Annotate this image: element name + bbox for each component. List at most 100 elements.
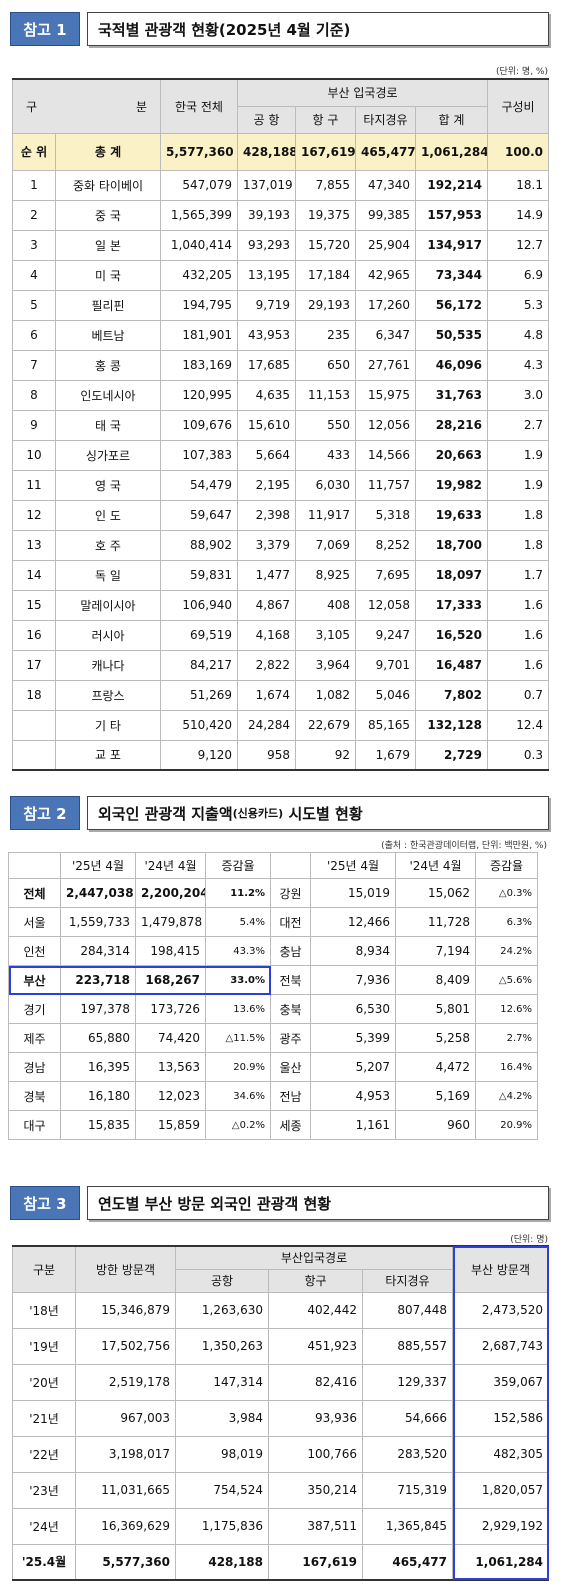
table-row: 12 인 도 59,647 2,398 11,917 5,318 19,633 1.8 — [12, 499, 549, 531]
table-cell: 65,880 — [60, 1023, 136, 1053]
table-cell: 715,319 — [362, 1471, 453, 1509]
table-cell: 359,067 — [452, 1363, 549, 1401]
table-row: 11 영 국 54,479 2,195 6,030 11,757 19,982 1.9 — [12, 469, 549, 501]
table-row: '20년 2,519,178 147,314 82,416 129,337 359,067 — [12, 1363, 549, 1401]
table-row: '19년 17,502,756 1,350,263 451,923 885,557 2,6… — [12, 1327, 549, 1365]
table-cell: 54,479 — [160, 469, 238, 501]
table-cell: 432,205 — [160, 259, 238, 291]
table-cell: 7,802 — [415, 679, 488, 711]
table-cell: 9,719 — [237, 289, 296, 321]
table-cell: 2,200,204 — [135, 878, 206, 908]
table-cell: 베트남 — [55, 319, 161, 351]
table-cell: 134,917 — [415, 229, 488, 261]
unit-note: (단위: 명) — [510, 1235, 548, 1245]
table-cell: △5.6% — [475, 965, 538, 995]
table-cell: '24년 — [12, 1507, 76, 1545]
table-cell: 99,385 — [355, 199, 416, 231]
table-cell: 15,019 — [310, 878, 396, 908]
table-cell: 1,082 — [295, 679, 356, 711]
table-cell: 960 — [395, 1110, 476, 1140]
table-row: 8 인도네시아 120,995 4,635 11,153 15,975 31,763 3.0 — [12, 379, 549, 411]
table-cell: 7,855 — [295, 169, 356, 201]
table-cell: 2.7% — [475, 1023, 538, 1053]
table-cell: 울산 — [270, 1052, 311, 1082]
table-cell: 20.9% — [205, 1052, 271, 1082]
table-cell: 754,524 — [175, 1471, 269, 1509]
table-cell: 482,305 — [452, 1435, 549, 1473]
title-text: (신용카드) — [232, 807, 284, 820]
table-row: 15 말레이시아 106,940 4,867 408 12,058 17,333 1.6 — [12, 589, 549, 621]
table-row: 경남 16,395 13,563 20.9% 울산 5,207 4,472 16.4% — [8, 1052, 538, 1082]
table-cell: 1,674 — [237, 679, 296, 711]
table-cell: 프랑스 — [55, 679, 161, 711]
table-cell: 12.4 — [487, 709, 549, 741]
table-cell: 3 — [12, 229, 56, 261]
table-cell: 2,519,178 — [75, 1363, 176, 1401]
table-cell: 59,647 — [160, 499, 238, 531]
table-cell: 증감율 — [475, 852, 538, 879]
table-cell: 173,726 — [135, 994, 206, 1024]
table-body: '18년 15,346,879 1,263,630 402,442 807,448 2,4… — [12, 1291, 549, 1581]
table-cell: 광주 — [270, 1023, 311, 1053]
table-cell: 14 — [12, 559, 56, 591]
header-cell: 타지경유 — [355, 105, 416, 134]
table-cell: 4,168 — [237, 619, 296, 651]
table-cell: 433 — [295, 439, 356, 471]
table-cell: 24,284 — [237, 709, 296, 741]
table-cell: 1 — [12, 169, 56, 201]
table-cell: 12.7 — [487, 229, 549, 261]
table-cell: 5,577,360 — [160, 132, 238, 171]
table-cell: 6.9 — [487, 259, 549, 291]
table-cell: 8 — [12, 379, 56, 411]
table-cell: 168,267 — [135, 965, 206, 995]
header-cell: 구성비 — [487, 78, 549, 134]
table-cell: △4.2% — [475, 1081, 538, 1111]
table-cell: 중 국 — [55, 199, 161, 231]
table-cell: 967,003 — [75, 1399, 176, 1437]
table-cell: 6 — [12, 319, 56, 351]
table-cell: 17,260 — [355, 289, 416, 321]
table-cell: 17,333 — [415, 589, 488, 621]
table-cell: 대전 — [270, 907, 311, 937]
table-cell: 필리핀 — [55, 289, 161, 321]
table-cell: 5,577,360 — [75, 1543, 176, 1581]
table-cell: 0.7 — [487, 679, 549, 711]
table-cell: 기 타 — [55, 709, 161, 741]
table-cell: 129,337 — [362, 1363, 453, 1401]
table-cell: '22년 — [12, 1435, 76, 1473]
table-cell: 550 — [295, 409, 356, 441]
table-cell: 2,195 — [237, 469, 296, 501]
table-row: 14 독 일 59,831 1,477 8,925 7,695 18,097 1.7 — [12, 559, 549, 591]
table-cell: 15,859 — [135, 1110, 206, 1140]
header-cell — [8, 852, 61, 879]
table-cell: 17,502,756 — [75, 1327, 176, 1365]
table-cell: 428,188 — [237, 132, 296, 171]
table-cell: 12 — [12, 499, 56, 531]
title-text: 시도별 현황 — [288, 804, 363, 823]
table-cell: 167,619 — [295, 132, 356, 171]
table-cell: 7,194 — [395, 936, 476, 966]
table-cell: 428,188 — [175, 1543, 269, 1581]
table-cell: 109,676 — [160, 409, 238, 441]
table-cell: 2,687,743 — [452, 1327, 549, 1365]
table-cell: 15,720 — [295, 229, 356, 261]
table-cell: 5,046 — [355, 679, 416, 711]
table-cell: 16,487 — [415, 649, 488, 681]
section-label: 참고 1 — [10, 12, 80, 46]
table-cell: 235 — [295, 319, 356, 351]
table-cell: 2,473,520 — [452, 1291, 549, 1329]
table-cell: '24년 4월 — [395, 852, 476, 879]
table-cell: 4 — [12, 259, 56, 291]
table-cell: 1.6 — [487, 589, 549, 621]
header-text: 분 — [135, 99, 147, 114]
table-cell: 러시아 — [55, 619, 161, 651]
table-cell: 19,982 — [415, 469, 488, 501]
table-cell: 7,695 — [355, 559, 416, 591]
table-cell: 12,023 — [135, 1081, 206, 1111]
table-cell: 147,314 — [175, 1363, 269, 1401]
header-cell: 한국 전체 — [160, 78, 238, 134]
